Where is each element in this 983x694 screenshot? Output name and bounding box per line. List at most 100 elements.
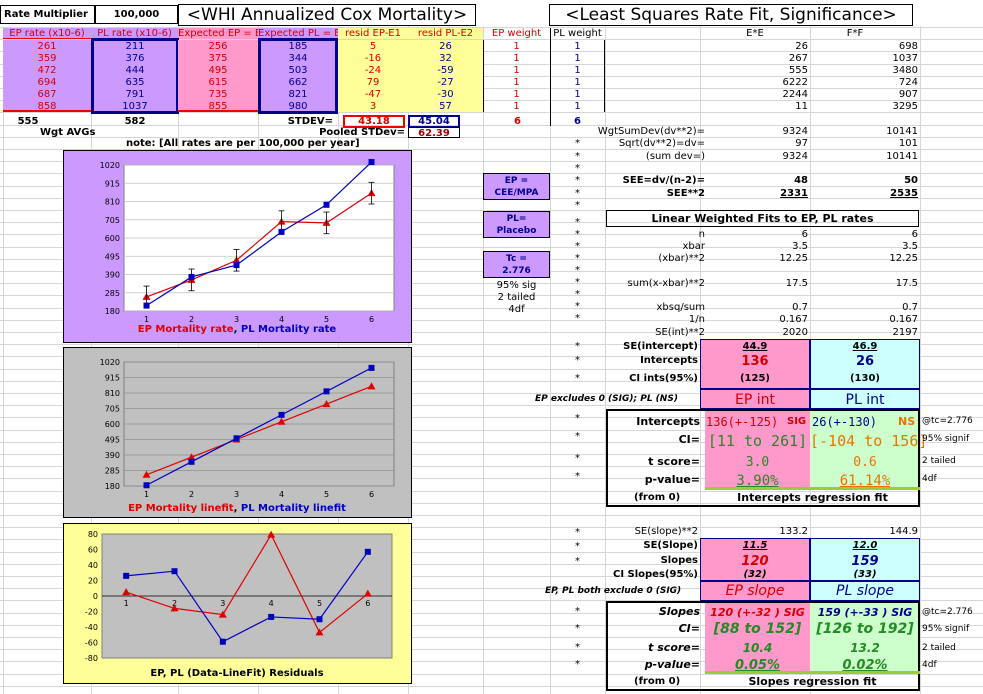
linfit-e[interactable]: 17.5 [785,277,808,289]
cell-e2[interactable]: 344 [288,53,308,64]
int2-t-e[interactable]: 3.0 [745,455,770,470]
int2-t-f[interactable]: 0.6 [853,455,877,470]
slope-sl-f[interactable]: 159 [851,554,879,569]
cell-pl[interactable]: 1037 [122,101,148,112]
int-se-f[interactable]: 46.9 [852,341,878,352]
cell-ee[interactable]: 555 [788,65,808,76]
cell-ff[interactable]: 698 [898,41,918,52]
cell-ep[interactable]: 858 [37,101,57,112]
slope-ci-f[interactable]: (33) [853,569,877,580]
slope2-t-f[interactable]: 13.2 [850,641,880,655]
cell-r1[interactable]: 3 [369,101,377,112]
cell-ep[interactable]: 261 [37,41,57,52]
cell-ee[interactable]: 26 [795,41,808,52]
cell-ff[interactable]: 1037 [892,53,918,64]
int2-ci2-e[interactable]: [11 to 261] [707,432,808,450]
stat-f[interactable] [810,163,918,174]
linfit-f[interactable]: 6 [911,229,918,240]
stat-f[interactable]: 50 [904,175,918,187]
cell-e1[interactable]: 855 [208,101,228,112]
int2-ci2-f[interactable]: [-104 to 156] [810,432,928,450]
cell-ep[interactable]: 694 [37,77,57,88]
stat-e[interactable] [700,163,808,174]
cell-ff[interactable]: 724 [898,77,918,88]
cell-w1[interactable]: 1 [513,65,520,76]
cell-e1[interactable]: 615 [208,77,228,88]
cell-w1[interactable]: 1 [513,101,520,112]
slope2-sl2-e[interactable]: 120 (+-32 ) SIG [710,606,805,619]
linfit-f[interactable]: 17.5 [895,277,918,289]
cell-e2[interactable]: 821 [288,89,308,100]
cell-w2[interactable]: 1 [574,41,581,52]
stat-f[interactable]: 10141 [886,150,918,162]
linfit-e[interactable]: 0.7 [792,302,808,314]
cell-ee[interactable]: 2244 [782,89,808,100]
cell-r2[interactable]: -27 [437,77,454,88]
linfit-f[interactable]: 12.25 [889,253,918,265]
slope-se-f[interactable]: 12.0 [852,540,878,551]
cell-w2[interactable]: 1 [574,77,581,88]
cell-ff[interactable]: 3295 [892,101,918,112]
linfit-f[interactable]: 2197 [892,326,918,338]
linfit-f[interactable]: 3.5 [902,241,918,253]
slope2-p-f[interactable]: 0.02% [842,658,888,673]
cell-w1[interactable]: 1 [513,77,520,88]
linfit-e[interactable]: 6 [801,229,808,240]
cell-e1[interactable]: 375 [208,53,228,64]
cell-ep[interactable]: 472 [37,65,57,76]
cell-e2[interactable]: 662 [288,77,308,88]
int-ci-e[interactable]: (125) [739,373,770,384]
linfit-e[interactable]: 12.25 [779,253,808,265]
stat-e[interactable]: 48 [794,175,808,187]
cell-w2[interactable]: 1 [574,65,581,76]
cell-pl[interactable]: 211 [125,41,145,52]
cell-pl[interactable]: 635 [125,77,145,88]
linfit-e[interactable]: 0.167 [779,314,808,326]
cell-w1[interactable]: 1 [513,41,520,52]
cell-r1[interactable]: -24 [364,65,382,76]
slope2-ci2-e[interactable]: [88 to 152] [713,621,802,637]
int2-f[interactable]: 26(+-130) [812,415,878,429]
cell-w2[interactable]: 1 [574,101,581,112]
cell-w2[interactable]: 1 [574,53,581,64]
cell-r2[interactable]: -30 [437,89,454,100]
stat-f[interactable]: 10141 [886,126,918,137]
cell-r2[interactable]: 32 [439,53,452,64]
linfit-f[interactable] [810,266,918,277]
int-se-e[interactable]: 44.9 [742,341,768,352]
cell-e1[interactable]: 256 [208,41,228,52]
cell-w2[interactable]: 1 [574,89,581,100]
slope-ci-e[interactable]: (32) [743,569,767,580]
slope-sl-e[interactable]: 120 [741,554,769,569]
cell-ep[interactable]: 359 [37,53,57,64]
slope-se2-e[interactable]: 133.2 [779,526,808,537]
stat-e[interactable]: 9324 [782,126,808,137]
cell-r2[interactable]: 26 [439,41,452,52]
slope2-ci2-f[interactable]: [126 to 192] [816,621,914,637]
cell-w1[interactable]: 1 [513,89,520,100]
cell-e2[interactable]: 980 [288,101,308,112]
slope2-sl2-f[interactable]: 159 (+-33 ) SIG [817,606,913,619]
int2-e[interactable]: 136(+-125) [706,415,779,429]
slope2-t-e[interactable]: 10.4 [742,641,773,655]
cell-r1[interactable]: 5 [369,41,377,52]
cell-r2[interactable]: 57 [439,101,452,112]
cell-ff[interactable]: 907 [898,89,918,100]
stat-e[interactable]: 97 [795,138,808,150]
linfit-e[interactable] [700,266,808,277]
linfit-f[interactable]: 0.167 [889,314,918,326]
cell-e2[interactable]: 185 [288,41,308,52]
int-int-e[interactable]: 136 [741,354,769,369]
linfit-e[interactable]: 2020 [782,326,808,338]
cell-ee[interactable]: 6222 [782,77,808,88]
cell-r2[interactable]: -59 [437,65,454,76]
cell-ff[interactable]: 3480 [892,65,918,76]
cell-e2[interactable]: 503 [288,65,308,76]
cell-r1[interactable]: 79 [366,77,380,88]
linfit-f[interactable]: 0.7 [902,302,918,314]
stat-e[interactable]: 2331 [780,187,808,199]
slope-se2-f[interactable]: 144.9 [889,526,918,537]
cell-r1[interactable]: -16 [364,53,382,64]
cell-e1[interactable]: 495 [208,65,228,76]
linfit-f[interactable] [810,290,918,301]
